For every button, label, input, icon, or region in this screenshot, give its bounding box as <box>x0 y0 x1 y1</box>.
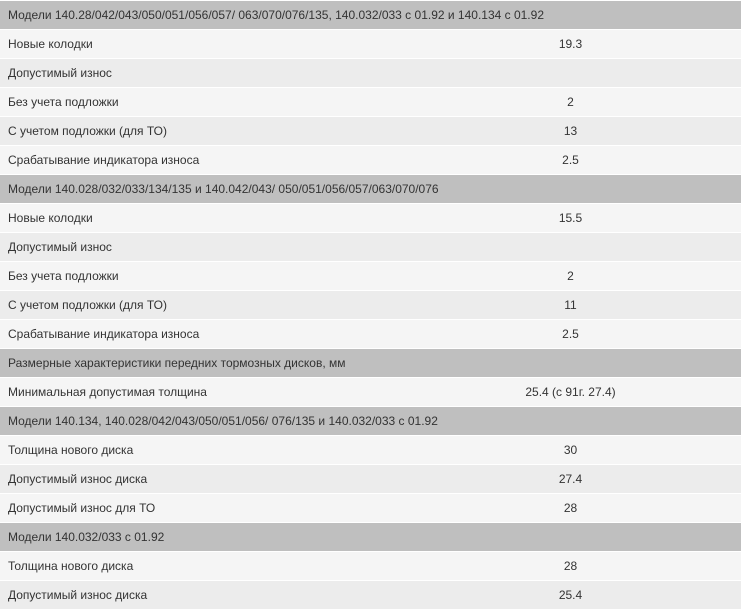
row-value: 2 <box>400 88 741 116</box>
row-value: 11 <box>400 291 741 319</box>
row-label: Толщина нового диска <box>0 552 400 580</box>
table-row: Допустимый износ для ТО28 <box>0 493 741 522</box>
row-label: Допустимый износ для ТО <box>0 494 400 522</box>
table-row: Новые колодки15.5 <box>0 203 741 232</box>
table-row: Допустимый износ диска27.4 <box>0 464 741 493</box>
section-header-title: Модели 140.28/042/043/050/051/056/057/ 0… <box>0 1 741 29</box>
row-value: 28 <box>400 552 741 580</box>
row-value <box>400 233 741 261</box>
row-label: С учетом подложки (для ТО) <box>0 291 400 319</box>
table-row: Допустимый износ диска25.4 <box>0 580 741 609</box>
row-value: 2.5 <box>400 146 741 174</box>
table-row: Без учета подложки2 <box>0 87 741 116</box>
section-header: Модели 140.028/032/033/134/135 и 140.042… <box>0 174 741 203</box>
section-header-title: Размерные характеристики передних тормоз… <box>0 349 741 377</box>
row-label: Толщина нового диска <box>0 436 400 464</box>
section-header: Модели 140.28/042/043/050/051/056/057/ 0… <box>0 0 741 29</box>
table-row: Толщина нового диска30 <box>0 435 741 464</box>
section-header-title: Модели 140.028/032/033/134/135 и 140.042… <box>0 175 741 203</box>
section-header-title: Модели 140.032/033 с 01.92 <box>0 523 741 551</box>
row-value <box>400 59 741 87</box>
section-header: Размерные характеристики передних тормоз… <box>0 348 741 377</box>
table-row: Допустимый износ <box>0 58 741 87</box>
row-value: 25.4 (с 91г. 27.4) <box>400 378 741 406</box>
row-value: 19.3 <box>400 30 741 58</box>
table-row: Минимальная допустимая толщина25.4 (с 91… <box>0 377 741 406</box>
section-header: Модели 140.134, 140.028/042/043/050/051/… <box>0 406 741 435</box>
row-label: Новые колодки <box>0 204 400 232</box>
row-label: Без учета подложки <box>0 262 400 290</box>
row-label: Минимальная допустимая толщина <box>0 378 400 406</box>
row-label: Допустимый износ диска <box>0 465 400 493</box>
row-label: Допустимый износ диска <box>0 581 400 609</box>
section-header-title: Модели 140.134, 140.028/042/043/050/051/… <box>0 407 741 435</box>
table-row: С учетом подложки (для ТО)11 <box>0 290 741 319</box>
row-label: Допустимый износ <box>0 233 400 261</box>
row-value: 13 <box>400 117 741 145</box>
spec-table: Модели 140.28/042/043/050/051/056/057/ 0… <box>0 0 741 609</box>
row-value: 30 <box>400 436 741 464</box>
row-label: Срабатывание индикатора износа <box>0 320 400 348</box>
row-label: Без учета подложки <box>0 88 400 116</box>
row-value: 2.5 <box>400 320 741 348</box>
row-label: С учетом подложки (для ТО) <box>0 117 400 145</box>
section-header: Модели 140.032/033 с 01.92 <box>0 522 741 551</box>
table-row: Допустимый износ <box>0 232 741 261</box>
table-row: Новые колодки19.3 <box>0 29 741 58</box>
row-value: 15.5 <box>400 204 741 232</box>
row-value: 25.4 <box>400 581 741 609</box>
row-label: Допустимый износ <box>0 59 400 87</box>
row-value: 27.4 <box>400 465 741 493</box>
row-label: Новые колодки <box>0 30 400 58</box>
table-row: Без учета подложки2 <box>0 261 741 290</box>
table-row: Толщина нового диска28 <box>0 551 741 580</box>
row-value: 2 <box>400 262 741 290</box>
row-label: Срабатывание индикатора износа <box>0 146 400 174</box>
row-value: 28 <box>400 494 741 522</box>
table-row: Срабатывание индикатора износа2.5 <box>0 319 741 348</box>
table-row: Срабатывание индикатора износа2.5 <box>0 145 741 174</box>
table-row: С учетом подложки (для ТО)13 <box>0 116 741 145</box>
